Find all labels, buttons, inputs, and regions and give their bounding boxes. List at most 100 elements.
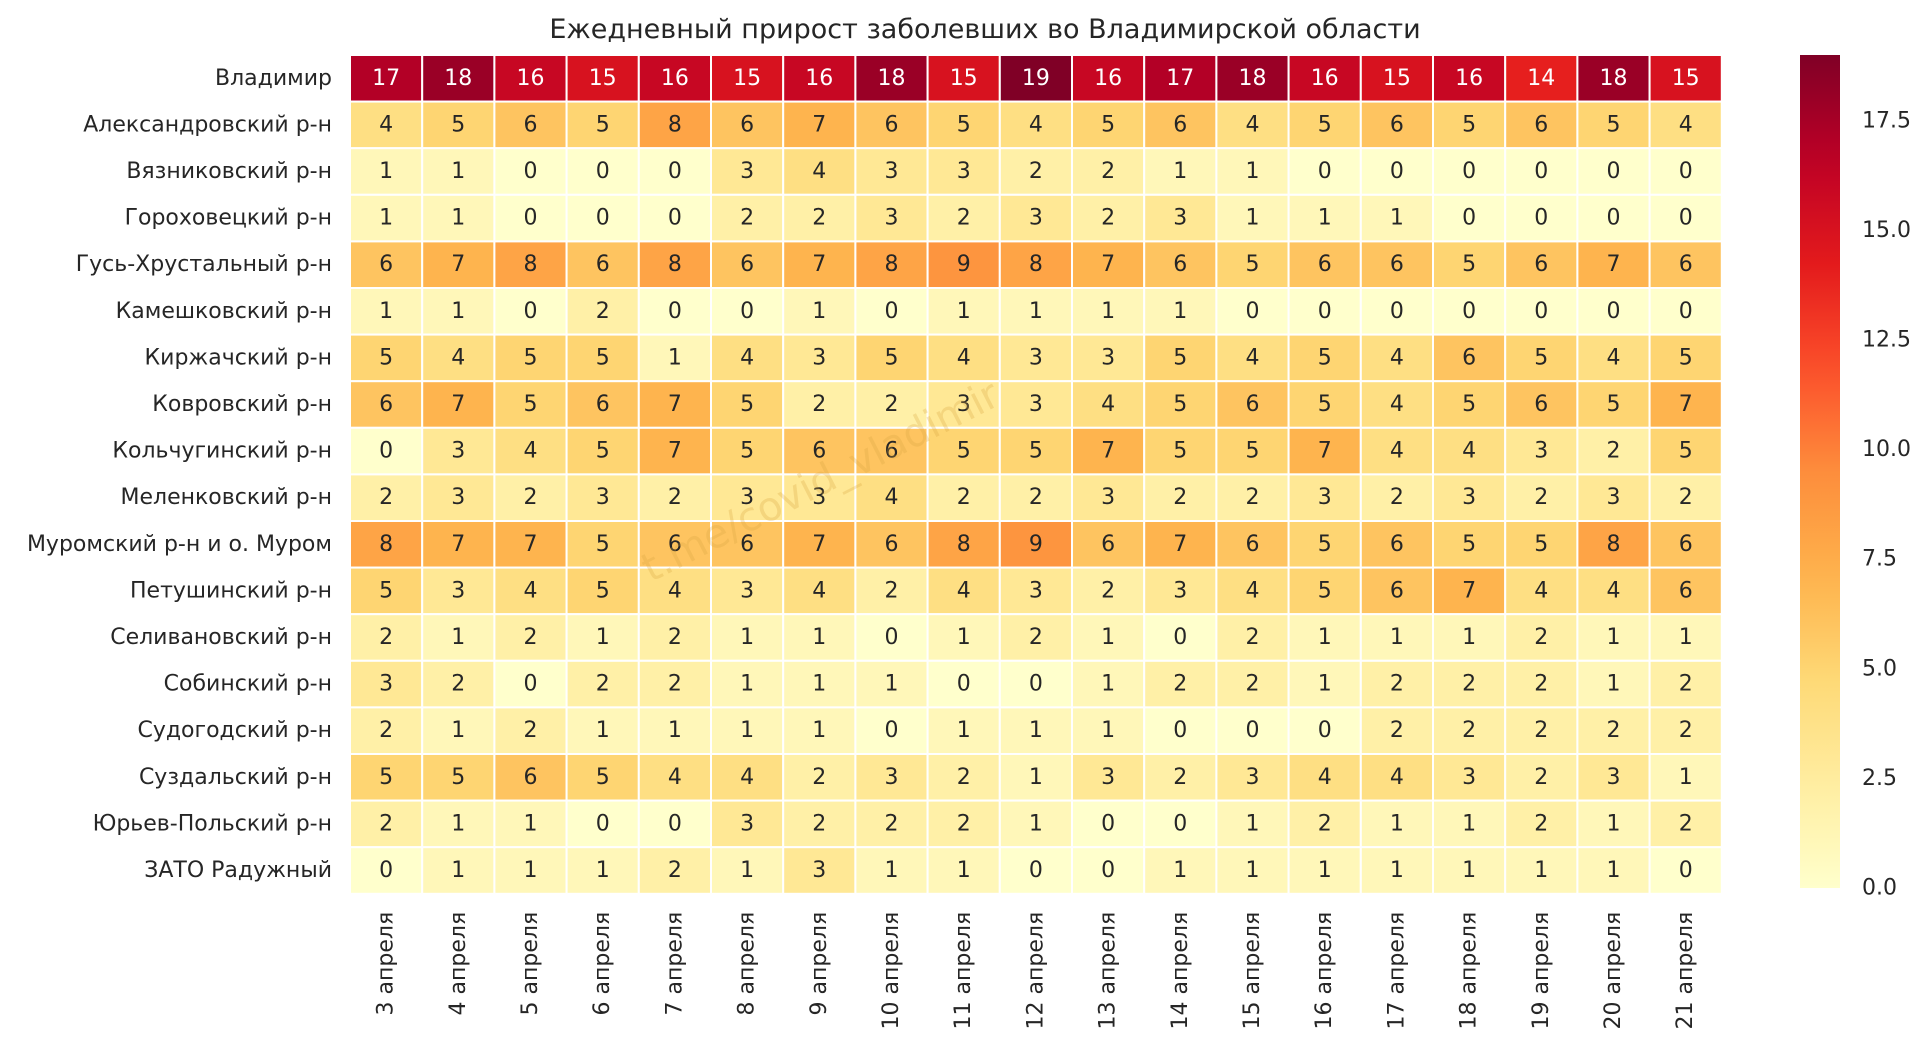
- heatmap-cell: [1576, 193, 1651, 243]
- heatmap-cell: [637, 846, 712, 895]
- heatmap-cell: [1143, 54, 1218, 103]
- cell-value-label: 2: [1173, 672, 1187, 697]
- heatmap-cell: [1432, 520, 1507, 569]
- cell-value-label: 2: [812, 392, 826, 417]
- heatmap-cell: [1359, 846, 1435, 895]
- cell-value-label: 2: [885, 392, 899, 417]
- cell-value-label: 3: [1462, 765, 1476, 790]
- cell-value-label: 5: [1607, 112, 1621, 137]
- heatmap-cell: [1359, 426, 1435, 476]
- cell-value-label: 3: [1534, 439, 1548, 464]
- cell-value-label: 7: [524, 532, 538, 557]
- cell-value-label: 2: [596, 672, 610, 697]
- heatmap-cell: [854, 520, 929, 569]
- heatmap-cell: [349, 240, 424, 289]
- heatmap-cell: [782, 659, 857, 709]
- cell-value-label: 5: [1462, 112, 1476, 137]
- heatmap-cell: [565, 147, 640, 196]
- heatmap-cell: [782, 333, 857, 383]
- cell-value-label: 2: [885, 578, 899, 603]
- cell-value-label: 5: [740, 439, 754, 464]
- cell-value-label: 1: [1462, 625, 1476, 650]
- cell-value-label: 3: [812, 485, 826, 510]
- heatmap-cell: [1143, 473, 1218, 522]
- cell-value-label: 19: [1022, 66, 1050, 91]
- cell-value-label: 3: [885, 765, 899, 790]
- cell-value-label: 3: [1101, 765, 1115, 790]
- heatmap-cell: [926, 846, 1001, 895]
- row-label: Александровский р-н: [83, 112, 332, 137]
- heatmap-cell: [349, 54, 424, 103]
- cell-value-label: 2: [1390, 672, 1404, 697]
- cell-value-label: 1: [1246, 206, 1260, 231]
- heatmap-cell: [1215, 240, 1290, 289]
- heatmap-cell: [1359, 147, 1435, 196]
- cell-value-label: 8: [957, 532, 971, 557]
- heatmap-cell: [1287, 380, 1362, 429]
- heatmap-cell: [854, 846, 929, 895]
- cell-value-label: 8: [668, 252, 682, 277]
- heatmap-cell: [710, 613, 785, 662]
- heatmap-cell: [926, 426, 1001, 476]
- column-label: 6 апреля: [590, 912, 615, 1016]
- heatmap-cell: [1648, 380, 1723, 429]
- cell-value-label: 4: [1607, 578, 1621, 603]
- cell-value-label: 1: [957, 625, 971, 650]
- heatmap-cell: [1071, 846, 1146, 895]
- heatmap-cell: [998, 54, 1073, 103]
- heatmap-cell: [854, 426, 929, 476]
- heatmap-cell: [421, 753, 496, 802]
- cell-value-label: 0: [885, 299, 899, 324]
- cell-value-label: 1: [1607, 811, 1621, 836]
- cell-value-label: 7: [451, 392, 465, 417]
- cell-value-label: 8: [379, 532, 393, 557]
- heatmap-cell: [1576, 659, 1651, 709]
- heatmap-cell: [782, 753, 857, 802]
- cell-value-label: 1: [596, 858, 610, 883]
- cell-value-label: 3: [1101, 345, 1115, 370]
- cell-value-label: 3: [1029, 206, 1043, 231]
- heatmap-cell: [1648, 753, 1723, 802]
- heatmap-cell: [1143, 799, 1218, 849]
- cell-value-label: 4: [885, 485, 899, 510]
- cell-value-label: 2: [812, 811, 826, 836]
- cell-value-label: 4: [1607, 345, 1621, 370]
- cell-value-label: 2: [1679, 811, 1693, 836]
- column-label: 12 апреля: [1023, 912, 1048, 1030]
- cell-value-label: 0: [1679, 299, 1693, 324]
- cell-value-label: 2: [957, 811, 971, 836]
- heatmap-cell: [854, 613, 929, 662]
- cell-value-label: 1: [740, 718, 754, 743]
- cell-value-label: 4: [524, 578, 538, 603]
- column-label: 17 апреля: [1384, 912, 1409, 1030]
- cell-value-label: 2: [812, 206, 826, 231]
- heatmap-cell: [1648, 287, 1723, 336]
- cell-value-label: 3: [1607, 485, 1621, 510]
- colorbar-tick-label: 7.5: [1862, 547, 1897, 572]
- cell-value-label: 2: [1390, 485, 1404, 510]
- cell-value-label: 5: [1318, 345, 1332, 370]
- heatmap-cell: [421, 846, 496, 895]
- cell-value-label: 0: [1318, 299, 1332, 324]
- cell-value-label: 15: [589, 66, 617, 91]
- heatmap-cell: [1576, 473, 1651, 522]
- column-label: 14 апреля: [1168, 912, 1193, 1030]
- cell-value-label: 1: [1390, 625, 1404, 650]
- heatmap-cell: [1359, 287, 1435, 336]
- cell-value-label: 1: [812, 672, 826, 697]
- cell-value-label: 1: [524, 858, 538, 883]
- cell-value-label: 5: [1173, 345, 1187, 370]
- heatmap-cell: [1504, 846, 1579, 895]
- cell-value-label: 2: [668, 485, 682, 510]
- cell-value-label: 5: [596, 765, 610, 790]
- heatmap-cell: [421, 240, 496, 289]
- heatmap-cell: [1143, 333, 1218, 383]
- heatmap-cell: [1071, 520, 1146, 569]
- cell-value-label: 16: [661, 66, 689, 91]
- cell-value-label: 3: [451, 439, 465, 464]
- cell-value-label: 1: [451, 206, 465, 231]
- cell-value-label: 18: [1239, 66, 1267, 91]
- cell-value-label: 5: [1101, 112, 1115, 137]
- heatmap-cell: [349, 287, 424, 336]
- cell-value-label: 2: [1679, 485, 1693, 510]
